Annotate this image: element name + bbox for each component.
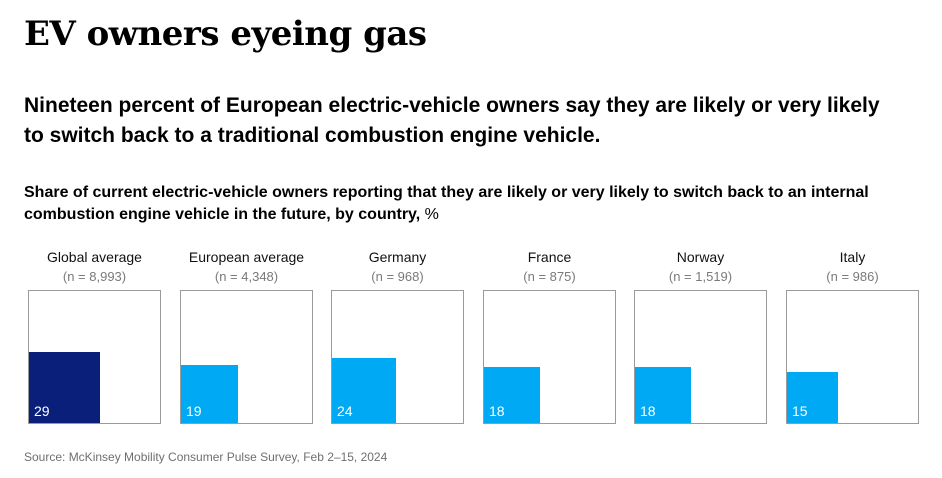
bar-mark [332,358,396,423]
panel-sample-size: (n = 4,348) [214,269,279,284]
subtitle-unit: % [424,206,439,223]
subtitle-text: Share of current electric-vehicle owners… [24,184,869,223]
headline: Nineteen percent of European electric-ve… [24,94,880,147]
data-label: 18 [640,403,656,419]
data-label: 24 [337,403,353,419]
bar-mark [787,372,838,423]
panel-box: 29 [28,290,161,424]
data-label: 18 [489,403,505,419]
panel-label: Global average [47,249,142,265]
data-label: 29 [34,403,50,419]
source-note: Source: McKinsey Mobility Consumer Pulse… [24,450,388,464]
panel-label: European average [188,249,305,265]
panel-label: Germany [368,249,427,265]
panel-box: 24 [331,290,464,424]
panel-label: Norway [676,249,725,265]
panel-box: 15 [786,290,919,424]
bar-mark [181,365,238,423]
bar-mark [635,367,691,423]
bar-mark [29,352,100,423]
panel-sample-size: (n = 875) [523,269,576,284]
data-label: 19 [186,403,202,419]
panel-label: France [527,249,572,265]
panel-box: 18 [483,290,616,424]
bar-mark [484,367,540,423]
panel-sample-size: (n = 986) [826,269,879,284]
panel-label: Italy [839,249,866,265]
chart-subtitle: Share of current electric-vehicle owners… [24,182,924,226]
panel-sample-size: (n = 968) [371,269,424,284]
panel-sample-size: (n = 8,993) [62,269,127,284]
chart-title: EV owners eyeing gas [24,14,427,54]
data-label: 15 [792,403,808,419]
panel-box: 19 [180,290,313,424]
panel-box: 18 [634,290,767,424]
panel-sample-size: (n = 1,519) [668,269,733,284]
